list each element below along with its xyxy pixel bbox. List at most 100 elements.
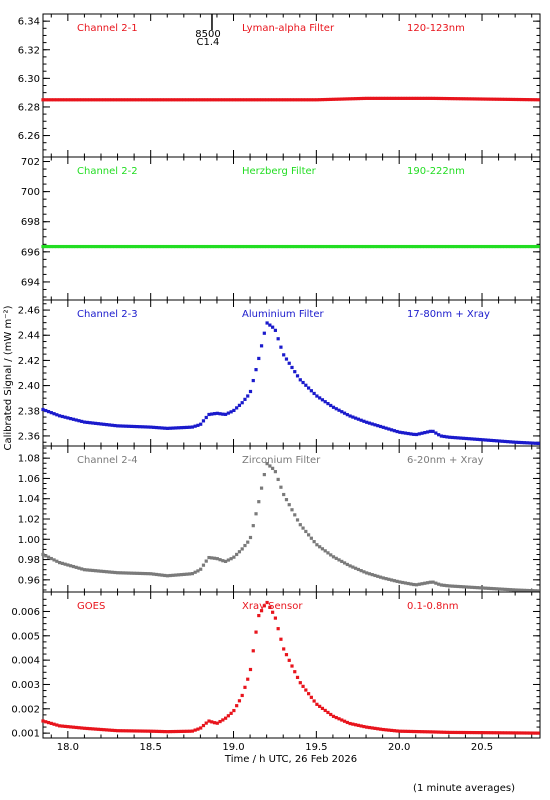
data-point (395, 729, 399, 733)
data-point (201, 563, 206, 567)
data-point (298, 98, 302, 102)
data-point (229, 711, 233, 715)
data-point (102, 98, 106, 102)
data-point (46, 410, 51, 414)
data-point (301, 98, 305, 102)
data-point (210, 412, 214, 416)
data-point (246, 98, 250, 102)
data-point (293, 670, 297, 674)
data-point (135, 425, 139, 429)
y-tick-label: 6.30 (18, 74, 40, 85)
data-point (57, 244, 62, 249)
data-point (44, 98, 48, 102)
data-point (201, 419, 206, 423)
data-point (52, 244, 56, 249)
data-point (506, 731, 510, 735)
data-point (445, 96, 449, 101)
data-point (168, 730, 172, 734)
data-point (531, 441, 535, 445)
data-point (132, 424, 136, 429)
data-point (207, 719, 211, 723)
data-point (215, 98, 219, 102)
data-point (315, 394, 319, 398)
data-point (304, 529, 308, 534)
data-point (323, 400, 327, 404)
data-point (138, 729, 142, 733)
data-point (329, 712, 333, 717)
data-point (105, 728, 109, 732)
data-point (478, 437, 482, 442)
data-point (235, 98, 239, 102)
data-point (265, 321, 269, 325)
data-point (389, 244, 394, 249)
data-point (193, 244, 197, 249)
data-point (138, 98, 142, 102)
data-point (176, 426, 181, 430)
data-point (508, 731, 513, 735)
data-point (439, 434, 443, 438)
data-point (259, 486, 264, 490)
data-point (478, 97, 482, 101)
data-point (282, 353, 286, 357)
data-point (423, 96, 427, 100)
data-point (434, 244, 438, 249)
data-point (456, 584, 460, 589)
data-point (318, 704, 322, 708)
data-point (329, 244, 333, 249)
data-point (52, 98, 56, 102)
data-point (528, 441, 532, 445)
data-point (293, 244, 297, 249)
data-point (359, 96, 363, 101)
data-point (223, 412, 228, 416)
data-point (425, 96, 430, 100)
data-point (492, 244, 496, 249)
data-point (461, 585, 466, 589)
data-point (196, 244, 200, 249)
data-point (340, 244, 344, 249)
data-point (428, 96, 432, 100)
data-point (135, 729, 139, 733)
data-point (248, 98, 253, 102)
data-point (182, 244, 186, 249)
y-tick-label: 694 (21, 277, 40, 288)
data-point (326, 97, 330, 102)
data-point (500, 244, 504, 249)
data-point (423, 431, 427, 435)
data-point (240, 547, 244, 551)
data-point (503, 587, 507, 591)
data-point (481, 438, 485, 442)
data-point (459, 436, 463, 440)
data-point (174, 573, 178, 577)
data-point (226, 558, 230, 562)
data-point (312, 540, 316, 544)
y-axis-label: Calibrated Signal / (mW m⁻²) (3, 305, 14, 450)
data-point (467, 730, 471, 735)
data-point (356, 567, 360, 572)
data-point (459, 730, 463, 735)
data-point (74, 98, 78, 102)
data-point (99, 244, 103, 249)
data-point (118, 571, 123, 575)
data-point (168, 98, 172, 102)
x-axis-label: Time / h UTC, 26 Feb 2026 (224, 754, 357, 765)
data-point (467, 437, 471, 441)
data-point (475, 97, 479, 101)
data-point (88, 98, 92, 102)
data-point (124, 729, 128, 733)
data-point (392, 429, 396, 433)
data-point (381, 576, 385, 580)
data-point (171, 244, 175, 249)
data-point (91, 244, 95, 249)
data-point (201, 723, 206, 728)
data-point (152, 729, 156, 733)
data-point (60, 98, 64, 102)
data-point (188, 98, 192, 102)
data-point (243, 685, 247, 689)
data-point (226, 714, 230, 718)
data-point (116, 424, 120, 428)
data-point (522, 731, 526, 735)
data-point (165, 98, 170, 102)
data-point (282, 492, 286, 497)
data-point (495, 731, 499, 735)
data-point (536, 244, 540, 249)
